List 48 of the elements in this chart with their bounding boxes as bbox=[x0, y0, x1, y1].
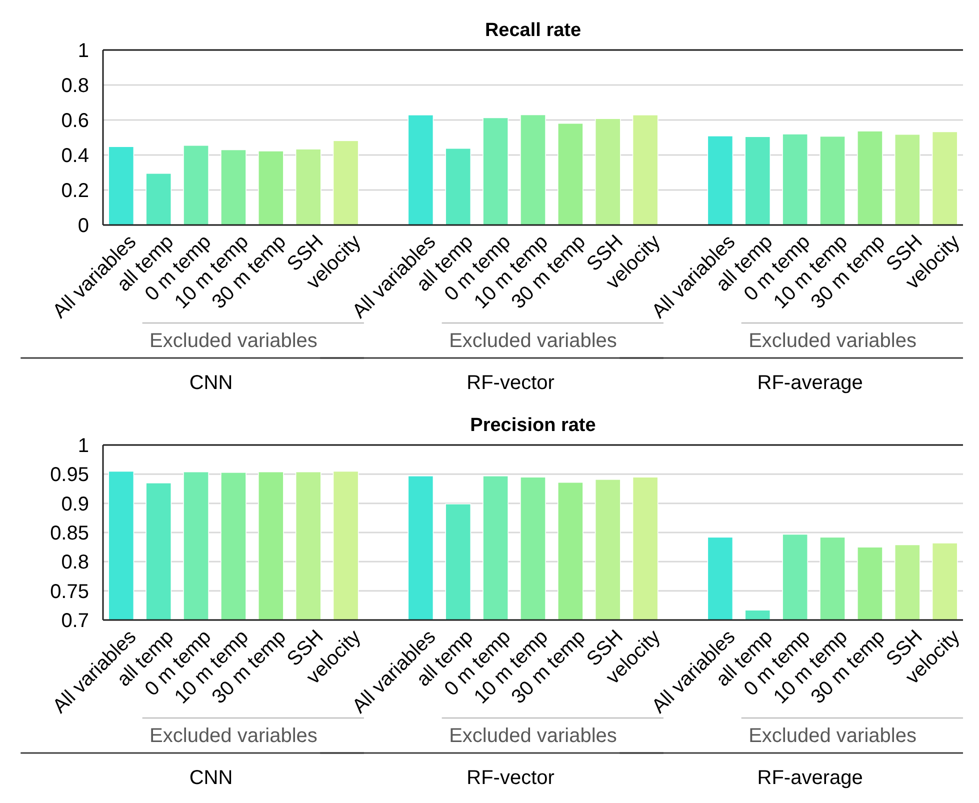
bar bbox=[220, 149, 246, 226]
bar bbox=[146, 172, 172, 226]
bar bbox=[408, 114, 434, 226]
bar bbox=[183, 144, 209, 226]
y-tick-label: 1 bbox=[78, 40, 89, 62]
text: Excluded variables bbox=[748, 330, 916, 352]
bar bbox=[482, 117, 508, 226]
text: RF-vector bbox=[466, 767, 555, 789]
bar bbox=[594, 118, 621, 226]
y-tick-label: 0 bbox=[78, 215, 89, 237]
bar bbox=[707, 136, 734, 226]
y-tick-label: 0.7 bbox=[61, 610, 89, 632]
bar bbox=[295, 148, 322, 226]
y-tick-label: 0.8 bbox=[61, 75, 89, 97]
bar bbox=[894, 134, 920, 226]
bar bbox=[558, 122, 584, 226]
y-tick-label: 0.75 bbox=[50, 580, 89, 603]
text: RF-vector bbox=[466, 372, 555, 394]
chart-title: Recall rate bbox=[484, 20, 582, 41]
y-tick-label: 0.8 bbox=[61, 552, 89, 574]
y-tick-label: 0.6 bbox=[61, 110, 89, 132]
chart-title: Precision rate bbox=[470, 415, 596, 436]
text: Excluded variables bbox=[449, 725, 617, 747]
y-tick-label: 0.9 bbox=[61, 493, 89, 516]
bar bbox=[820, 136, 846, 226]
y-tick-label: 0.4 bbox=[61, 145, 89, 167]
bar bbox=[744, 136, 771, 226]
bar bbox=[520, 114, 546, 226]
bar bbox=[332, 140, 359, 226]
bar bbox=[108, 146, 134, 226]
text: Excluded variables bbox=[449, 330, 617, 352]
bar bbox=[857, 130, 883, 226]
bar bbox=[445, 148, 472, 226]
text: RF-average bbox=[757, 372, 863, 394]
bar bbox=[632, 114, 658, 226]
text: Excluded variables bbox=[150, 725, 318, 747]
text: RF-average bbox=[757, 767, 863, 789]
y-tick-label: 1 bbox=[78, 435, 89, 457]
bar bbox=[932, 131, 958, 226]
text: CNN bbox=[189, 372, 233, 394]
text: Excluded variables bbox=[748, 725, 916, 747]
bar bbox=[782, 134, 808, 226]
y-tick-label: 0.95 bbox=[50, 464, 89, 486]
text: Excluded variables bbox=[150, 330, 318, 352]
text: CNN bbox=[189, 767, 233, 789]
bar bbox=[258, 150, 284, 226]
y-tick-label: 0.2 bbox=[61, 180, 89, 202]
y-tick-label: 0.85 bbox=[50, 522, 89, 544]
